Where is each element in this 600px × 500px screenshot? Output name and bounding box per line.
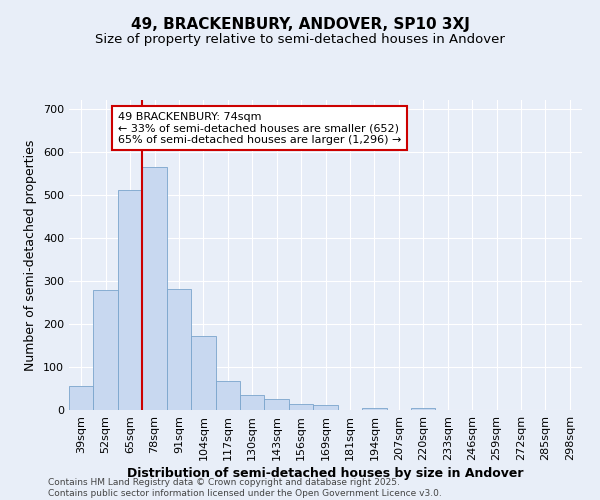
Text: Contains HM Land Registry data © Crown copyright and database right 2025.
Contai: Contains HM Land Registry data © Crown c… [48, 478, 442, 498]
Y-axis label: Number of semi-detached properties: Number of semi-detached properties [25, 140, 37, 370]
Text: Size of property relative to semi-detached houses in Andover: Size of property relative to semi-detach… [95, 32, 505, 46]
Bar [215, 381, 240, 410]
Bar [411, 408, 436, 410]
Bar [289, 404, 313, 410]
Bar [167, 288, 191, 410]
Bar [191, 336, 215, 410]
Bar [118, 190, 142, 410]
Bar [362, 408, 386, 410]
Text: 49 BRACKENBURY: 74sqm
← 33% of semi-detached houses are smaller (652)
65% of sem: 49 BRACKENBURY: 74sqm ← 33% of semi-deta… [118, 112, 401, 145]
X-axis label: Distribution of semi-detached houses by size in Andover: Distribution of semi-detached houses by … [127, 467, 524, 480]
Text: 49, BRACKENBURY, ANDOVER, SP10 3XJ: 49, BRACKENBURY, ANDOVER, SP10 3XJ [131, 18, 469, 32]
Bar [313, 405, 338, 410]
Bar [69, 386, 94, 410]
Bar [142, 166, 167, 410]
Bar [240, 395, 265, 410]
Bar [94, 290, 118, 410]
Bar [265, 399, 289, 410]
